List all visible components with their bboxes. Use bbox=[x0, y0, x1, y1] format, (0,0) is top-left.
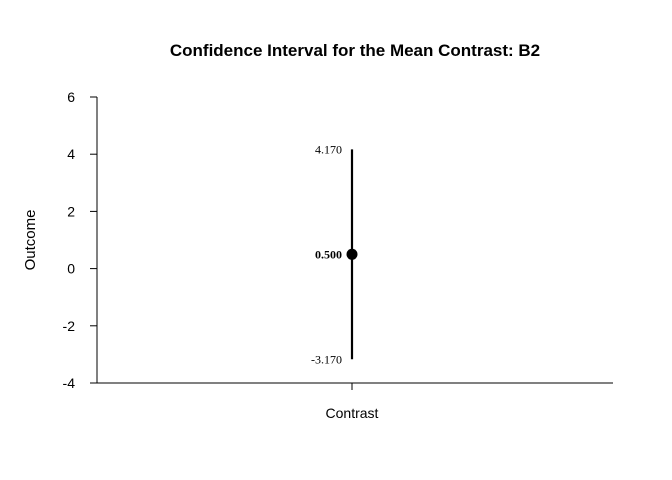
lower-bound-label: -3.170 bbox=[311, 352, 342, 366]
y-tick-label: 4 bbox=[67, 146, 75, 162]
y-axis-label: Outcome bbox=[22, 210, 39, 271]
chart-title: Confidence Interval for the Mean Contras… bbox=[170, 41, 540, 60]
chart-marks: 4.170 0.500 -3.170 bbox=[311, 142, 358, 366]
x-tick-label: Contrast bbox=[326, 405, 379, 421]
y-tick-label: 2 bbox=[67, 203, 75, 219]
y-tick-label: -2 bbox=[63, 318, 76, 334]
y-tick-label: 6 bbox=[67, 89, 75, 105]
estimate-label: 0.500 bbox=[315, 247, 342, 261]
axes: -4 -2 0 2 4 6 Contrast bbox=[63, 89, 613, 421]
mean-point bbox=[346, 248, 358, 260]
y-tick-label: -4 bbox=[63, 375, 76, 391]
upper-bound-label: 4.170 bbox=[315, 142, 342, 156]
y-tick-label: 0 bbox=[67, 261, 75, 277]
